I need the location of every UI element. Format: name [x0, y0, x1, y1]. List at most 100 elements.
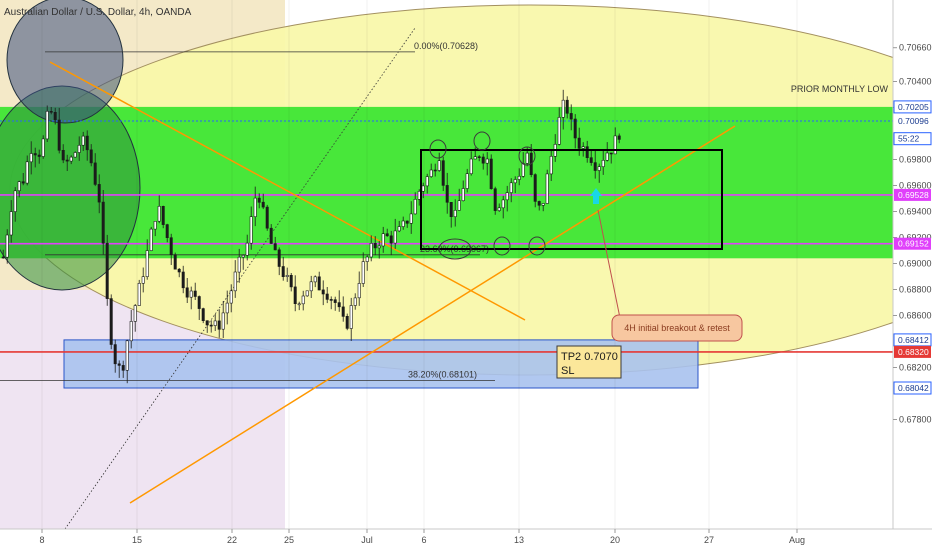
candle [273, 236, 277, 251]
candle [241, 254, 245, 270]
candle [385, 228, 389, 237]
candle-body-up [549, 156, 553, 175]
candle [441, 156, 445, 191]
candle [169, 233, 173, 265]
time-tick-label: 8 [39, 535, 44, 545]
candle [433, 163, 437, 177]
candle-body-down [573, 118, 577, 139]
candle-body-up [497, 207, 501, 211]
candle-body-down [173, 254, 177, 270]
breakout-callout-box [611, 314, 743, 342]
candle-body-down [169, 237, 173, 255]
candle-body-down [609, 152, 613, 155]
candle-body-down [193, 290, 197, 297]
candle-body-up [237, 256, 241, 273]
candle [569, 104, 573, 131]
price-tick-label: 0.69600 [899, 181, 932, 191]
price-tag-bg [894, 237, 931, 250]
candle [485, 152, 489, 176]
price-tag-label: 0.68412 [898, 335, 929, 345]
candle-body-down [1, 256, 5, 259]
price-tag-bg [894, 345, 931, 358]
candle [549, 150, 553, 181]
candle-body-up [369, 243, 373, 258]
candle [257, 193, 261, 209]
candle [573, 114, 577, 149]
candle [253, 186, 257, 227]
candle [465, 168, 469, 193]
candle-body-up [361, 261, 365, 284]
candle [129, 310, 133, 349]
candle-body-up [17, 181, 21, 191]
candle [425, 173, 429, 194]
candle [181, 265, 185, 294]
candle [453, 199, 457, 227]
candle [153, 221, 157, 237]
price-tag-bg [893, 132, 932, 146]
candle [577, 127, 581, 156]
candle [437, 152, 441, 172]
candle-body-down [261, 201, 265, 208]
candle-body-up [73, 152, 77, 158]
candle [5, 229, 9, 264]
candle-body-down [97, 184, 101, 203]
fib-label: 38.20%(0.68101) [408, 369, 477, 379]
candle [289, 273, 293, 292]
candle-body-up [505, 192, 509, 201]
candle [277, 247, 281, 276]
candle-body-up [125, 340, 129, 371]
time-axis-ticks[interactable]: 8 15 22 25 Jul 6 13 20 27 Aug [39, 529, 805, 545]
candle [541, 203, 545, 212]
breakout-callout-text: 4H initial breakout & retest [624, 323, 730, 333]
candle [489, 154, 493, 190]
orange-ascending-trendline [129, 125, 736, 504]
candle [25, 155, 29, 186]
candle-body-down [445, 185, 449, 203]
candle-body-up [413, 199, 417, 215]
candle-body-down [49, 111, 53, 113]
candle-body-down [269, 227, 273, 244]
candle-body-up [69, 156, 73, 162]
candle [269, 224, 273, 244]
price-tag-0.68320: 0.68320 [894, 345, 931, 358]
candle [469, 151, 473, 176]
candle [449, 202, 453, 228]
candle [353, 293, 357, 310]
sl-label: SL [561, 365, 574, 377]
swing-circle [429, 139, 447, 159]
candle [389, 230, 393, 256]
candle [209, 320, 213, 333]
navy-circle [6, 0, 124, 124]
time-tick-label: 22 [227, 535, 237, 545]
candle-body-down [449, 202, 453, 218]
candle-body-up [133, 305, 137, 322]
candle-body-up [313, 276, 317, 283]
breakout-callout: 4H initial breakout & retest [611, 314, 743, 342]
candle-body-up [233, 271, 237, 292]
price-tag-bg [894, 188, 931, 201]
candle [477, 155, 481, 162]
price-tick-label: 0.69800 [899, 155, 932, 165]
time-tick-label: 20 [610, 535, 620, 545]
price-tick-label: 0.68200 [899, 363, 932, 373]
fib-label: 0.00%(0.70628) [414, 41, 478, 51]
candle [301, 290, 305, 311]
candle-body-up [437, 160, 441, 171]
candle [61, 144, 65, 164]
candle-body-up [309, 281, 313, 292]
candle [161, 205, 165, 229]
time-tick-label: 15 [132, 535, 142, 545]
candle-body-down [273, 243, 277, 251]
swing-circle [438, 238, 472, 260]
candle [497, 203, 501, 212]
price-tick-label: 0.70660 [899, 43, 932, 53]
price-tag-bg [893, 100, 932, 114]
candle [97, 174, 101, 214]
candle [101, 190, 105, 255]
candle-body-up [297, 303, 301, 306]
candle [589, 151, 593, 166]
candle [157, 195, 161, 224]
candle [505, 185, 509, 212]
candle [373, 236, 377, 256]
